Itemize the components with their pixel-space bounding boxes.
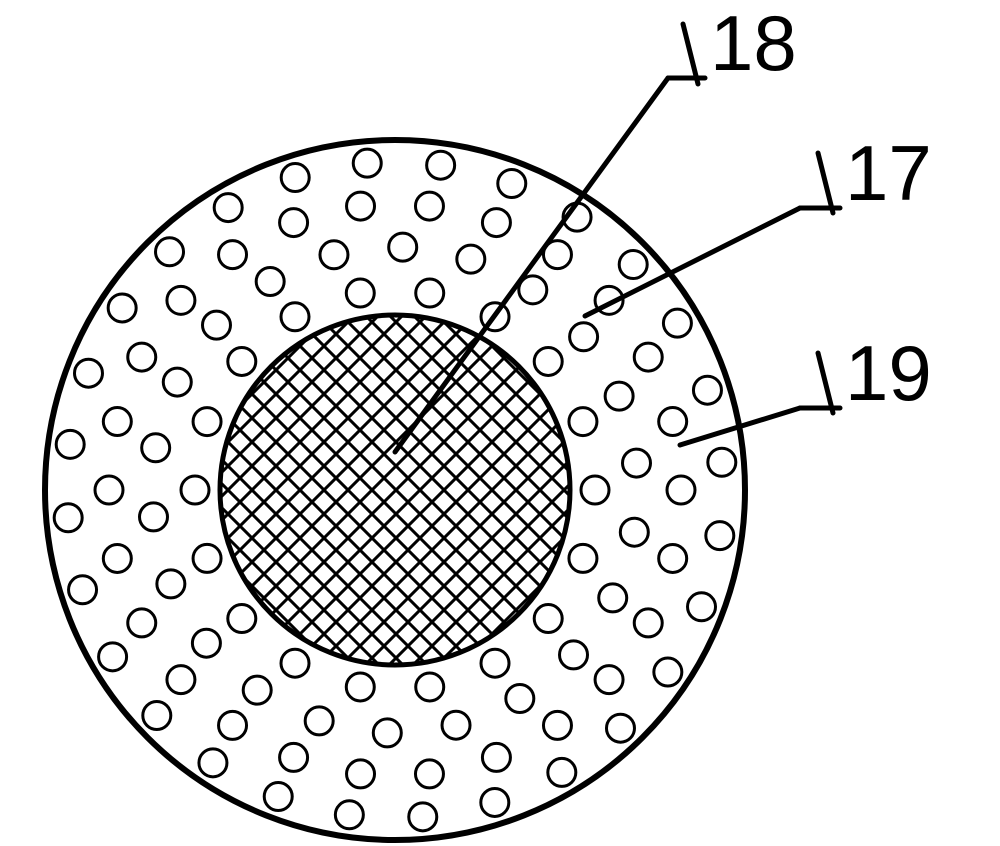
small-hole [481, 649, 509, 677]
small-hole [128, 343, 156, 371]
small-hole [157, 570, 185, 598]
small-hole [482, 743, 510, 771]
small-hole [103, 408, 131, 436]
small-hole [347, 192, 375, 220]
small-hole [623, 449, 651, 477]
small-hole [688, 593, 716, 621]
small-hole [606, 714, 634, 742]
small-hole [228, 605, 256, 633]
small-hole [219, 711, 247, 739]
small-hole [167, 666, 195, 694]
small-hole [108, 294, 136, 322]
small-hole [163, 368, 191, 396]
callout-label: 18 [710, 0, 797, 87]
small-hole [595, 666, 623, 694]
small-hole [140, 503, 168, 531]
small-hole [214, 194, 242, 222]
small-hole [482, 209, 510, 237]
small-hole [142, 434, 170, 462]
small-hole [256, 268, 284, 296]
small-hole [54, 504, 82, 532]
small-hole [620, 518, 648, 546]
small-hole [534, 605, 562, 633]
small-hole [442, 711, 470, 739]
small-hole [264, 783, 292, 811]
small-hole [634, 609, 662, 637]
callout-label: 17 [845, 129, 932, 217]
small-hole [305, 707, 333, 735]
small-hole [192, 629, 220, 657]
small-hole [181, 476, 209, 504]
small-hole [415, 760, 443, 788]
small-hole [74, 359, 102, 387]
small-hole [199, 749, 227, 777]
small-hole [569, 408, 597, 436]
small-hole [599, 584, 627, 612]
small-hole [228, 347, 256, 375]
small-hole [416, 673, 444, 701]
small-hole [548, 758, 576, 786]
small-hole [569, 544, 597, 572]
small-hole [543, 711, 571, 739]
small-hole [69, 576, 97, 604]
small-hole [667, 476, 695, 504]
small-hole [353, 149, 381, 177]
small-hole [56, 430, 84, 458]
small-hole [570, 323, 598, 351]
small-hole [128, 609, 156, 637]
small-hole [581, 476, 609, 504]
small-hole [346, 673, 374, 701]
small-hole [156, 238, 184, 266]
small-hole [415, 192, 443, 220]
small-hole [409, 803, 437, 831]
small-hole [280, 743, 308, 771]
small-hole [534, 347, 562, 375]
small-hole [103, 544, 131, 572]
small-hole [457, 245, 485, 273]
small-hole [659, 544, 687, 572]
small-hole [693, 376, 721, 404]
cross-section-diagram: 18 17 19 [0, 0, 1000, 846]
small-hole [498, 169, 526, 197]
small-hole [427, 151, 455, 179]
small-hole [95, 476, 123, 504]
small-hole [560, 641, 588, 669]
small-hole [416, 279, 444, 307]
small-hole [243, 676, 271, 704]
small-hole [335, 801, 363, 829]
small-hole [619, 251, 647, 279]
small-hole [280, 209, 308, 237]
small-hole [481, 788, 509, 816]
small-hole [281, 649, 309, 677]
small-hole [708, 448, 736, 476]
small-hole [320, 241, 348, 269]
small-hole [347, 760, 375, 788]
small-hole [281, 164, 309, 192]
small-hole [346, 279, 374, 307]
small-hole [193, 408, 221, 436]
small-hole [281, 303, 309, 331]
small-hole [706, 522, 734, 550]
small-hole [167, 286, 195, 314]
small-hole [634, 343, 662, 371]
small-hole [99, 643, 127, 671]
small-hole [654, 658, 682, 686]
small-hole [219, 241, 247, 269]
small-hole [389, 233, 417, 261]
small-hole [659, 408, 687, 436]
small-hole [193, 544, 221, 572]
small-hole [202, 311, 230, 339]
small-hole [506, 684, 534, 712]
callout-label: 19 [845, 329, 932, 417]
small-hole [143, 701, 171, 729]
small-hole [605, 382, 633, 410]
small-hole [373, 719, 401, 747]
small-hole [663, 309, 691, 337]
